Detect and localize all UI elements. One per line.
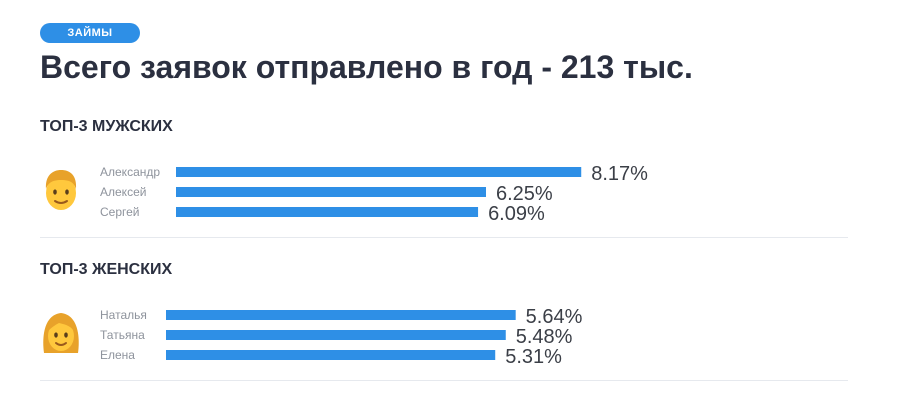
bar	[176, 187, 486, 197]
category-label: Сергей	[100, 205, 140, 219]
women-section-title: ТОП-3 ЖЕНСКИХ	[40, 261, 173, 278]
category-badge[interactable]: ЗАЙМЫ	[40, 23, 140, 43]
section-divider	[40, 237, 848, 238]
category-label: Наталья	[100, 308, 147, 322]
bar	[176, 167, 582, 177]
value-label: 6.25%	[496, 183, 553, 205]
section-divider	[40, 380, 848, 381]
man-emoji-icon	[45, 170, 77, 210]
bar	[176, 207, 479, 217]
value-label: 5.31%	[505, 346, 562, 368]
category-label: Татьяна	[100, 328, 145, 342]
bar	[166, 350, 496, 360]
bar	[166, 310, 516, 320]
value-label: 5.64%	[526, 306, 583, 328]
category-label: Алексей	[100, 185, 146, 199]
value-label: 5.48%	[516, 326, 573, 348]
woman-emoji-icon	[43, 313, 79, 353]
category-label: Елена	[100, 348, 135, 362]
page-title: Всего заявок отправлено в год - 213 тыс.	[40, 49, 693, 85]
bar	[166, 330, 506, 340]
value-label: 8.17%	[591, 163, 648, 185]
category-label: Александр	[100, 165, 160, 179]
value-label: 6.09%	[488, 203, 545, 225]
men-section-title: ТОП-3 МУЖСКИХ	[40, 118, 173, 135]
